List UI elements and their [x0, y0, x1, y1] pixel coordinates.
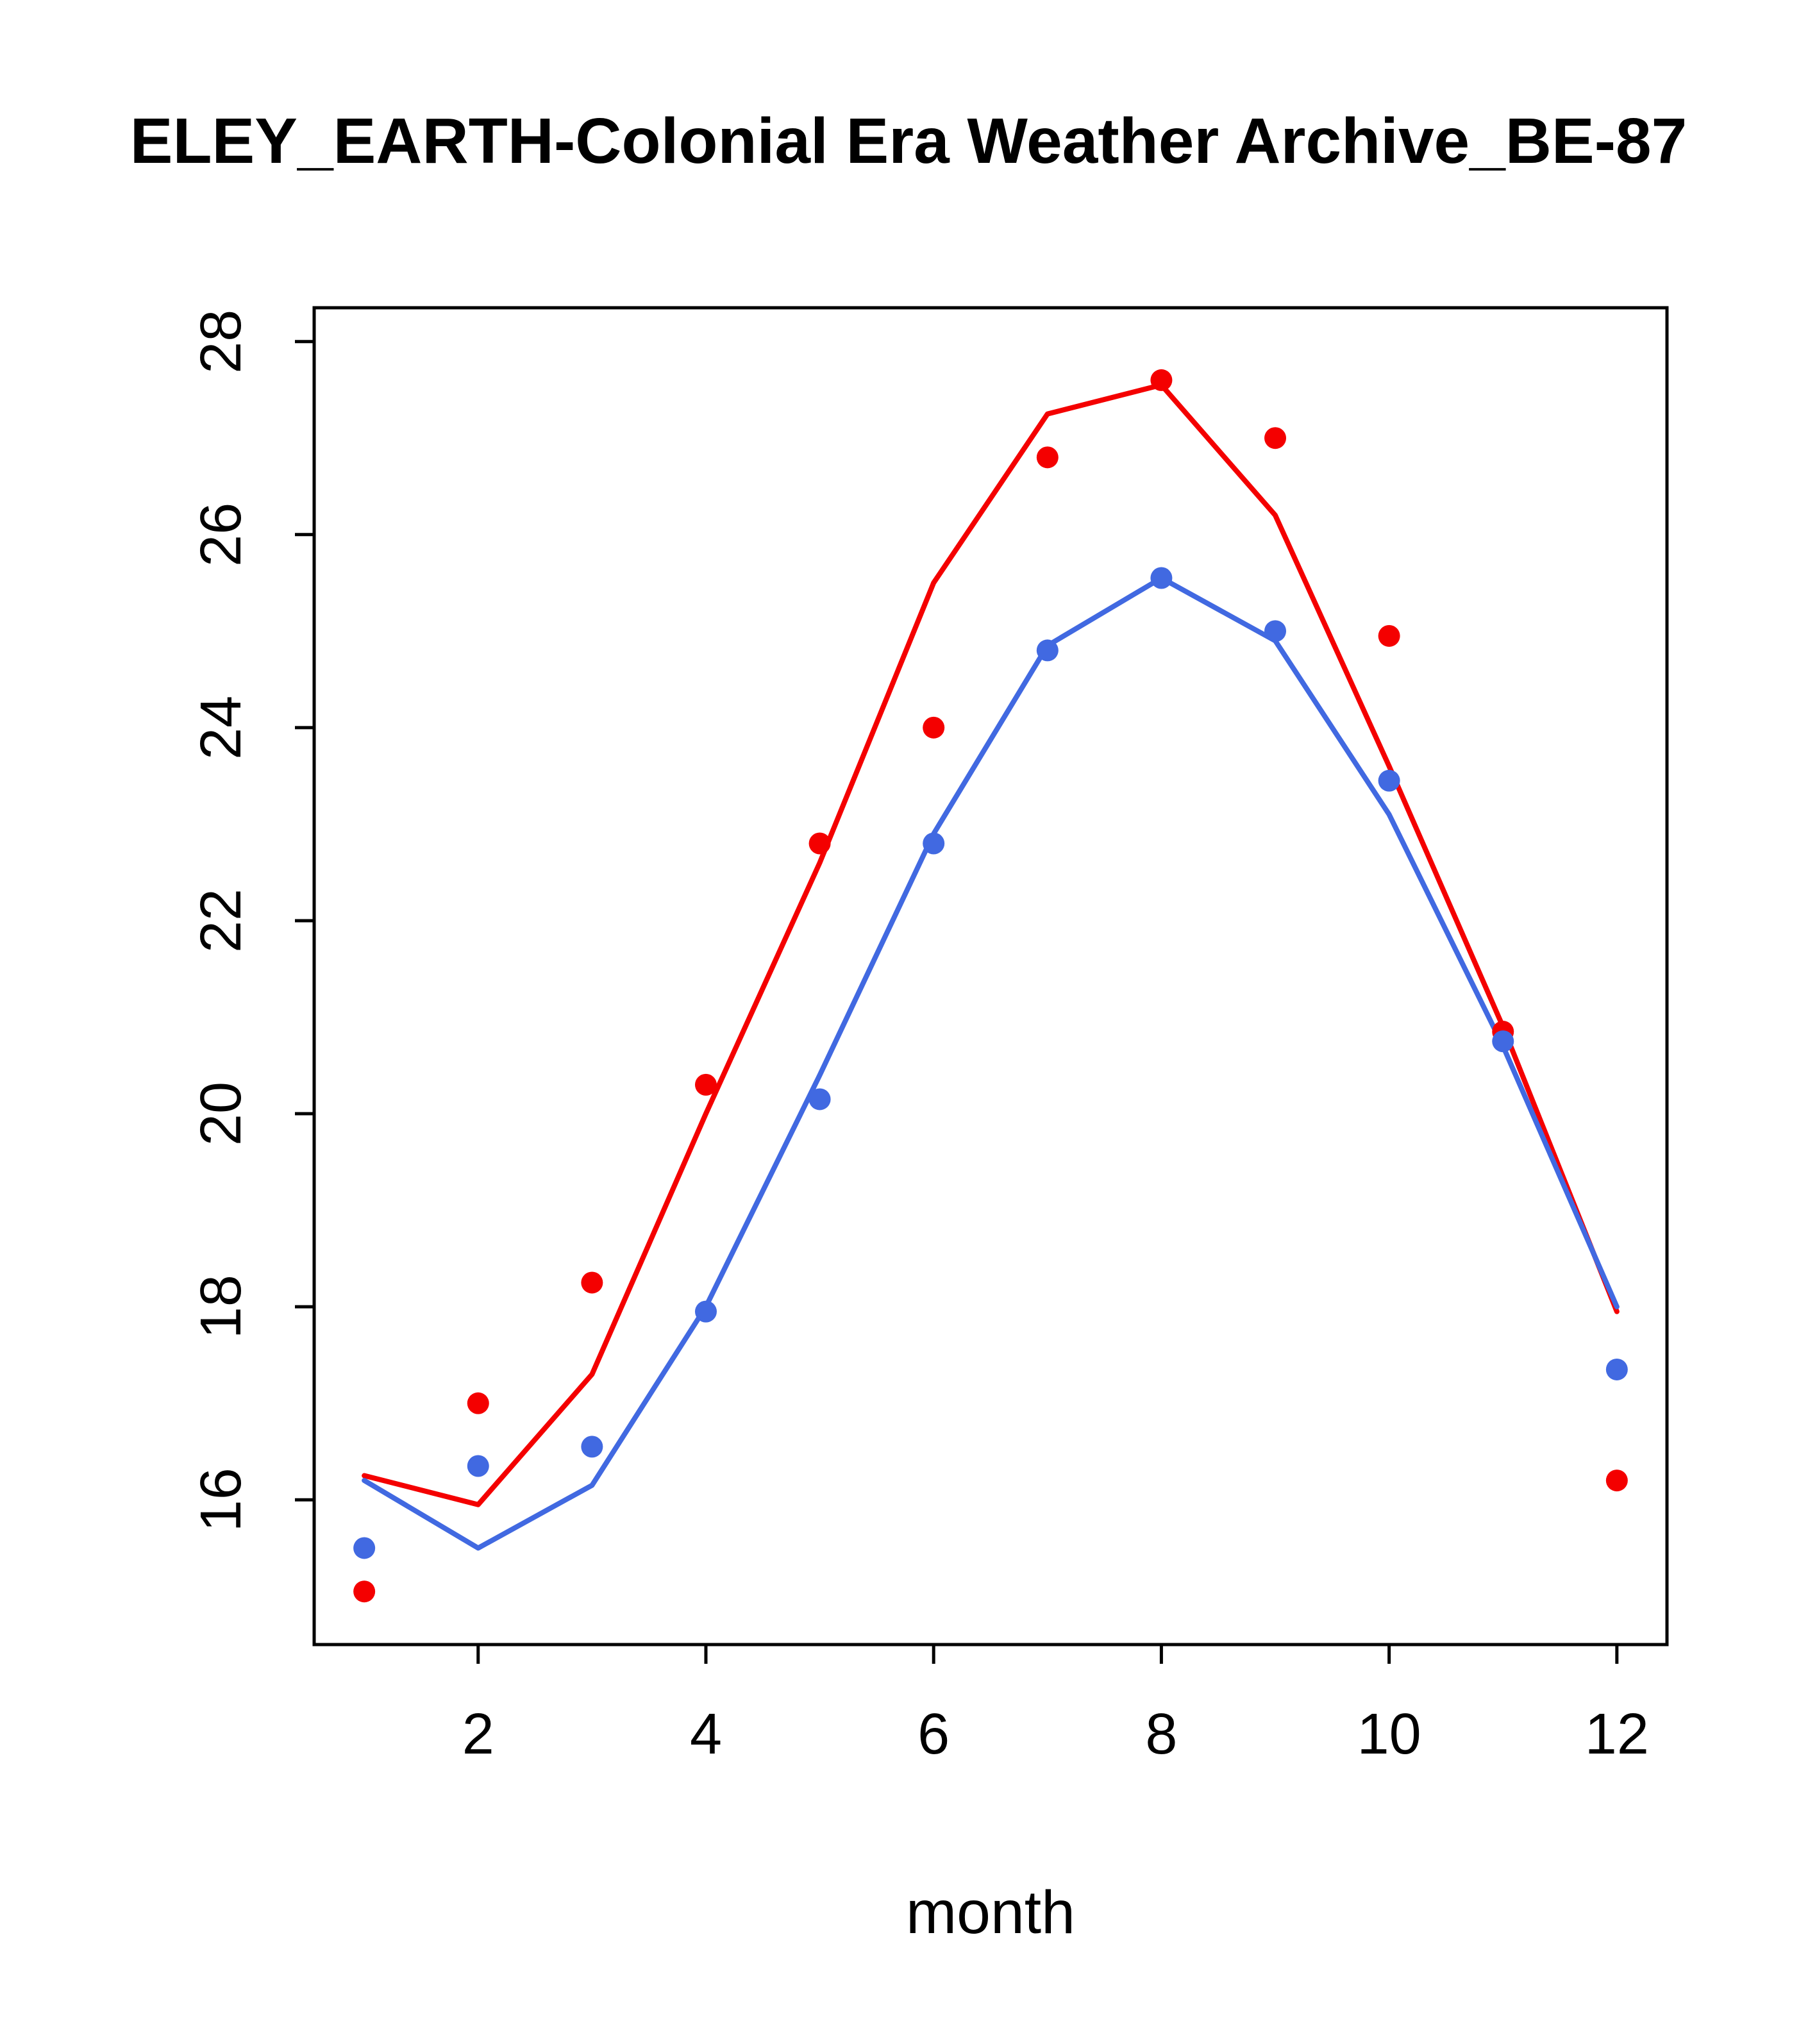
red-observed-points-point — [1036, 446, 1059, 469]
x-tick-label: 10 — [1357, 1702, 1421, 1766]
red-observed-points-point — [1378, 624, 1400, 647]
y-tick-label: 22 — [189, 889, 253, 953]
red-observed-points-point — [808, 832, 831, 855]
blue-observed-points-point — [353, 1537, 376, 1559]
red-fit-line — [362, 382, 1620, 1507]
x-tick-label: 4 — [690, 1702, 722, 1766]
red-observed-points-point — [467, 1392, 489, 1414]
x-axis-label: month — [906, 1879, 1075, 1947]
blue-observed-points-point — [1605, 1358, 1628, 1380]
red-observed-points-point — [923, 716, 945, 739]
blue-observed-points-point — [808, 1088, 831, 1110]
blue-observed-points-point — [923, 832, 945, 855]
red-observed-points-point — [1264, 427, 1287, 449]
y-tick-label: 20 — [189, 1082, 253, 1146]
red-observed-points-point — [694, 1073, 717, 1096]
red-observed-points-point — [353, 1580, 376, 1603]
blue-observed-points-point — [1036, 639, 1059, 662]
blue-observed-points-point — [467, 1455, 489, 1477]
x-tick-label: 8 — [1145, 1702, 1177, 1766]
red-observed-points-point — [1150, 369, 1173, 391]
chart-title: ELEY_EARTH-Colonial Era Weather Archive_… — [130, 105, 1687, 177]
red-observed-points-point — [581, 1271, 603, 1294]
blue-observed-points-point — [1378, 769, 1400, 792]
blue-observed-points-point — [581, 1436, 603, 1458]
blue-observed-points-point — [694, 1300, 717, 1323]
x-tick-label: 6 — [917, 1702, 950, 1766]
blue-observed-points-point — [1492, 1030, 1514, 1053]
plot-box — [312, 306, 1669, 1646]
y-tick-label: 18 — [189, 1275, 253, 1339]
y-tick-label: 28 — [189, 310, 253, 374]
y-tick-label: 16 — [189, 1468, 253, 1532]
blue-observed-points-point — [1150, 567, 1173, 589]
x-tick-label: 2 — [462, 1702, 494, 1766]
blue-fit-line — [362, 575, 1620, 1551]
y-tick-label: 26 — [189, 503, 253, 567]
red-observed-points-point — [1605, 1470, 1628, 1492]
x-tick-label: 12 — [1585, 1702, 1649, 1766]
y-tick-label: 24 — [189, 696, 253, 760]
blue-observed-points-point — [1264, 620, 1287, 642]
